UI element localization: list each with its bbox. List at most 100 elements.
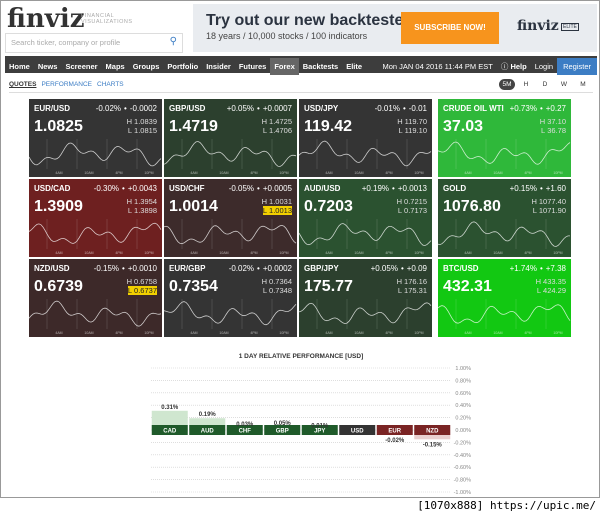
nav-item[interactable]: Futures xyxy=(238,62,267,71)
change-pct: +0.19% xyxy=(361,184,390,193)
login-link[interactable]: Login xyxy=(534,62,554,71)
change-pct: -0.30% xyxy=(93,184,120,193)
sparkline: 4AM 10AM 4PM 10PM xyxy=(438,219,570,255)
time-label: 4AM xyxy=(190,171,197,175)
y-tick-label: -0.80% xyxy=(454,478,472,484)
y-tick-label: 0.60% xyxy=(455,391,471,397)
banner[interactable]: Try out our new backtester! 18 years / 1… xyxy=(193,4,597,52)
time-label: 4PM xyxy=(250,171,257,175)
tab[interactable]: PERFORMANCE xyxy=(41,81,93,88)
timeframe[interactable]: D xyxy=(542,81,548,88)
quote-tile[interactable]: 4AM 10AM 4PM 10PM EUR/USD -0.02% • -0.0002 1.082… xyxy=(29,99,162,177)
tile-low: L 1.0815 xyxy=(128,126,157,135)
tile-name: NZD/USD xyxy=(34,264,70,273)
separator: • xyxy=(539,104,543,113)
x-tick-label: JPY xyxy=(314,429,325,435)
timeframe[interactable]: 5M xyxy=(499,79,515,90)
search-box[interactable]: Search ticker, company or profile ⚲ xyxy=(5,33,183,53)
quote-tile[interactable]: 4AM 10AM 4PM 10PM GBP/USD +0.05% • +0.0007 1.471… xyxy=(164,99,297,177)
time-label: 10AM xyxy=(84,171,93,175)
change-abs: +0.0005 xyxy=(262,184,292,193)
register-link[interactable]: Register xyxy=(557,58,597,75)
timeframe[interactable]: W xyxy=(560,81,568,88)
y-tick-label: -0.20% xyxy=(454,440,472,446)
quote-tile[interactable]: 4AM 10AM 4PM 10PM GBP/JPY +0.05% • +0.09 175.77 H… xyxy=(299,259,432,337)
high-label: H xyxy=(126,117,133,126)
nav-item[interactable]: Maps xyxy=(105,62,125,71)
separator: • xyxy=(400,264,404,273)
high-label: H xyxy=(397,117,403,126)
nav-item[interactable]: Backtests xyxy=(302,62,339,71)
nav-item[interactable]: Groups xyxy=(132,62,160,71)
time-label: 4PM xyxy=(524,251,531,255)
tile-high: H 0.7364 xyxy=(262,277,292,286)
nav-item[interactable]: Forex xyxy=(270,58,299,75)
high-label: H xyxy=(261,117,268,126)
tile-name: CRUDE OIL WTI xyxy=(443,104,504,113)
low-value: 0.6737 xyxy=(134,286,157,295)
low-label: L xyxy=(397,206,403,215)
time-label: 4AM xyxy=(325,251,332,255)
nav-item[interactable]: News xyxy=(37,62,58,71)
nav-item[interactable]: Screener xyxy=(65,62,98,71)
time-label: 4AM xyxy=(325,171,332,175)
timeframe[interactable]: H xyxy=(523,81,529,88)
tile-price: 1.4719 xyxy=(169,118,218,135)
quote-tile[interactable]: 4AM 10AM 4PM 10PM USD/CHF -0.05% • +0.0005 1.001… xyxy=(164,179,297,257)
nav-item[interactable]: Portfolio xyxy=(167,62,199,71)
high-label: H xyxy=(535,277,542,286)
x-tick-label: GBP xyxy=(276,429,289,435)
tile-low: L 1.0013 xyxy=(262,206,292,215)
nav-item[interactable]: Home xyxy=(9,62,30,71)
value-label: -0.15% xyxy=(423,442,443,448)
high-value: 176.16 xyxy=(404,277,427,286)
low-value: 1.0013 xyxy=(269,206,292,215)
quote-tile[interactable]: 4AM 10AM 4PM 10PM GOLD +0.15% • +1.60 1076.80 H 10… xyxy=(438,179,571,257)
tile-name: USD/CHF xyxy=(169,184,205,193)
tile-high: H 1.0839 xyxy=(127,117,157,126)
time-label: 10PM xyxy=(553,171,562,175)
subscribe-button[interactable]: SUBSCRIBE NOW! xyxy=(401,12,499,44)
time-label: 4PM xyxy=(115,251,122,255)
quote-tile[interactable]: 4AM 10AM 4PM 10PM AUD/USD +0.19% • +0.0013 0.720… xyxy=(299,179,432,257)
high-label: H xyxy=(531,197,537,206)
tab[interactable]: QUOTES xyxy=(9,81,37,88)
quote-tile[interactable]: 4AM 10AM 4PM 10PM CRUDE OIL WTI +0.73% • +0.27 3… xyxy=(438,99,571,177)
tile-price: 0.7203 xyxy=(304,198,353,215)
separator: • xyxy=(539,184,543,193)
low-label: L xyxy=(397,286,403,295)
quote-tile[interactable]: 4AM 10AM 4PM 10PM USD/JPY -0.01% • -0.01 119.42 H… xyxy=(299,99,432,177)
tab[interactable]: CHARTS xyxy=(97,81,124,88)
time-label: 10PM xyxy=(144,331,153,335)
banner-subtitle: 18 years / 10,000 stocks / 100 indicator… xyxy=(206,31,368,41)
logo[interactable]: finviz xyxy=(7,4,85,34)
tile-price: 1.0014 xyxy=(169,198,218,215)
high-value: 433.35 xyxy=(543,277,566,286)
low-value: 36.78 xyxy=(547,126,566,135)
low-label: L xyxy=(127,126,133,135)
help-link[interactable]: ⓘ Help xyxy=(500,62,527,71)
time-label: 4PM xyxy=(250,331,257,335)
high-value: 0.7215 xyxy=(404,197,427,206)
tile-high: H 1.4725 xyxy=(262,117,292,126)
nav-item[interactable]: Insider xyxy=(206,62,231,71)
sparkline-path xyxy=(438,141,571,165)
tile-price: 0.7354 xyxy=(169,278,218,295)
tile-high: H 0.6758 xyxy=(127,277,157,286)
quote-tile[interactable]: 4AM 10AM 4PM 10PM BTC/USD +1.74% • +7.38 432.31 H… xyxy=(438,259,571,337)
time-label: 4AM xyxy=(55,171,62,175)
change-pct: +0.15% xyxy=(509,184,537,193)
tile-low: L 0.7173 xyxy=(398,206,427,215)
change-abs: +0.0013 xyxy=(397,184,427,193)
quote-tile[interactable]: 4AM 10AM 4PM 10PM NZD/USD -0.15% • +0.0010 0.673… xyxy=(29,259,162,337)
quote-tile[interactable]: 4AM 10AM 4PM 10PM EUR/GBP -0.02% • +0.0002 0.735… xyxy=(164,259,297,337)
nav-item[interactable]: Elite xyxy=(346,62,363,71)
search-icon[interactable]: ⚲ xyxy=(169,36,177,47)
quote-tile[interactable]: 4AM 10AM 4PM 10PM USD/CAD -0.30% • +0.0043 1.390… xyxy=(29,179,162,257)
time-label: 10AM xyxy=(219,331,228,335)
datetime: Mon JAN 04 2016 11:44 PM EST xyxy=(382,62,493,71)
timeframe[interactable]: M xyxy=(580,81,586,88)
time-label: 10AM xyxy=(84,251,93,255)
tile-change: +0.19% • +0.0013 xyxy=(362,184,427,193)
change-abs: +0.0007 xyxy=(262,104,292,113)
